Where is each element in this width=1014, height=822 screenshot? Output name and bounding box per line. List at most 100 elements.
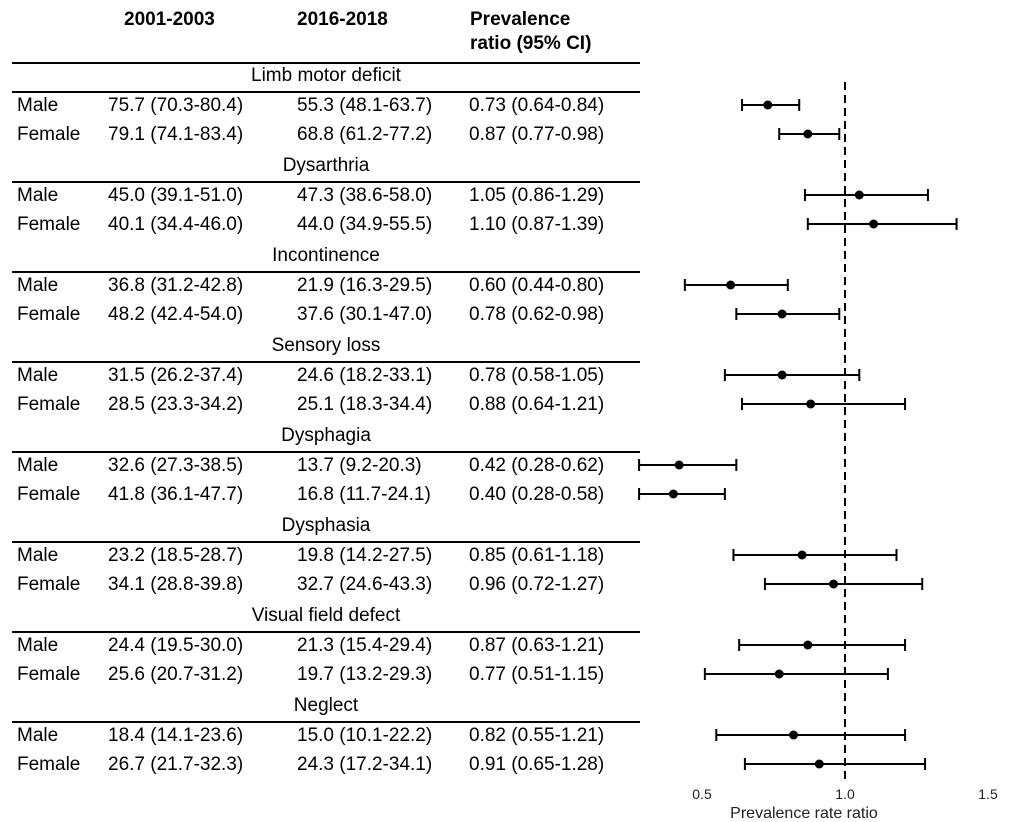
ratio-cell: 0.88 (0.64-1.21) [469,394,605,415]
period-2-cell: 68.8 (61.2-77.2) [297,124,433,145]
sex-cell: Female [17,484,81,505]
period-1-cell: 45.0 (39.1-51.0) [108,185,244,206]
sex-cell: Male [17,365,59,386]
period-2-cell: 47.3 (38.6-58.0) [297,185,433,206]
ratio-cell: 0.40 (0.28-0.58) [469,484,605,505]
period-2-cell: 44.0 (34.9-55.5) [297,214,433,235]
period-1-cell: 23.2 (18.5-28.7) [108,545,244,566]
period-2-cell: 32.7 (24.6-43.3) [297,574,433,595]
period-1-cell: 40.1 (34.4-46.0) [108,214,244,235]
ratio-cell: 0.42 (0.28-0.62) [469,455,605,476]
period-1-cell: 31.5 (26.2-37.4) [108,365,244,386]
period-1-cell: 36.8 (31.2-42.8) [108,275,244,296]
ratio-cell: 0.87 (0.63-1.21) [469,635,605,656]
period-2-cell: 25.1 (18.3-34.4) [297,394,433,415]
estimate-point [726,280,736,290]
estimate-point [806,399,816,409]
ratio-cell: 0.82 (0.55-1.21) [469,725,605,746]
header-rule [12,62,640,64]
sex-cell: Female [17,664,81,685]
section-rule [12,631,640,633]
x-tick-label: 0.5 [692,786,712,802]
sex-cell: Male [17,185,59,206]
ratio-cell: 0.60 (0.44-0.80) [469,275,605,296]
period-1-cell: 75.7 (70.3-80.4) [108,95,244,116]
section-title: Dysphasia [281,515,371,536]
x-axis-label: Prevalence rate ratio [730,805,878,822]
estimate-point [797,550,807,560]
period-2-cell: 55.3 (48.1-63.7) [297,95,433,116]
sex-cell: Male [17,725,59,746]
sex-cell: Female [17,754,81,775]
estimate-point [777,370,787,380]
sex-cell: Male [17,545,59,566]
sex-cell: Male [17,275,59,296]
period-2-cell: 15.0 (10.1-22.2) [297,725,433,746]
column-header-period-1: 2001-2003 [124,9,215,30]
ratio-cell: 0.85 (0.61-1.18) [469,545,605,566]
section-title: Neglect [293,695,359,716]
period-1-cell: 79.1 (74.1-83.4) [108,124,244,145]
estimate-point [668,489,678,499]
section-rule [12,181,640,183]
estimate-point [789,730,799,740]
section-rule [12,721,640,723]
estimate-point [803,640,813,650]
estimate-point [774,669,784,679]
section-title: Dysphagia [281,425,371,446]
period-1-cell: 41.8 (36.1-47.7) [108,484,244,505]
sex-cell: Female [17,214,81,235]
section-rule [12,271,640,273]
estimate-point [814,759,824,769]
ratio-cell: 1.05 (0.86-1.29) [469,185,605,206]
estimate-point [869,219,879,229]
estimate-point [763,100,773,110]
prevalence-table: 2001-2003 2016-2018 Prevalence ratio (95… [12,9,640,775]
estimate-point [777,309,787,319]
period-1-cell: 34.1 (28.8-39.8) [108,574,244,595]
period-2-cell: 37.6 (30.1-47.0) [297,304,433,325]
section-rule [12,541,640,543]
sex-cell: Male [17,635,59,656]
period-1-cell: 24.4 (19.5-30.0) [108,635,244,656]
sex-cell: Female [17,574,81,595]
period-2-cell: 19.7 (13.2-29.3) [297,664,433,685]
sex-cell: Female [17,304,81,325]
period-1-cell: 18.4 (14.1-23.6) [108,725,244,746]
section-title: Sensory loss [271,335,381,356]
period-2-cell: 19.8 (14.2-27.5) [297,545,433,566]
period-1-cell: 28.5 (23.3-34.2) [108,394,244,415]
period-2-cell: 24.6 (18.2-33.1) [297,365,433,386]
column-header-period-2: 2016-2018 [297,9,388,30]
ratio-cell: 0.91 (0.65-1.28) [469,754,605,775]
ratio-cell: 0.96 (0.72-1.27) [469,574,605,595]
estimate-point [854,190,864,200]
section-rule [12,91,640,93]
period-1-cell: 32.6 (27.3-38.5) [108,455,244,476]
estimate-point [803,129,813,139]
period-1-cell: 26.7 (21.7-32.3) [108,754,244,775]
period-2-cell: 16.8 (11.7-24.1) [297,484,431,505]
x-tick-label: 1.0 [835,786,855,802]
ratio-cell: 0.77 (0.51-1.15) [469,664,605,685]
sex-cell: Female [17,394,81,415]
period-2-cell: 24.3 (17.2-34.1) [297,754,433,775]
x-tick-label: 1.5 [978,786,998,802]
sex-cell: Male [17,455,59,476]
period-2-cell: 21.9 (16.3-29.5) [297,275,433,296]
ratio-cell: 0.87 (0.77-0.98) [469,124,605,145]
sex-cell: Male [17,95,59,116]
section-title: Visual field defect [251,605,401,626]
estimate-point [829,579,839,589]
ratio-cell: 0.78 (0.62-0.98) [469,304,605,325]
ratio-cell: 0.78 (0.58-1.05) [469,365,605,386]
section-title: Incontinence [272,245,380,266]
section-rule [12,451,640,453]
ratio-cell: 1.10 (0.87-1.39) [469,214,605,235]
section-title: Dysarthria [282,155,370,176]
sex-cell: Female [17,124,81,145]
ratio-cell: 0.73 (0.64-0.84) [469,95,605,116]
column-header-prevalence-ratio: Prevalence ratio (95% CI) [470,9,592,54]
estimate-point [674,460,684,470]
